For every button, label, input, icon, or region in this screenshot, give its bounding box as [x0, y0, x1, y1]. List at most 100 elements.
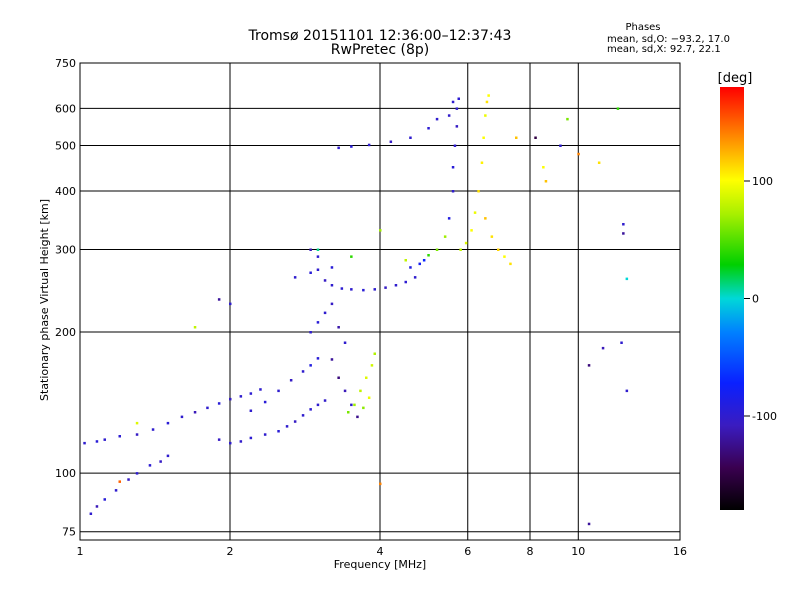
data-point [447, 217, 451, 220]
data-point [542, 166, 545, 169]
data-point [422, 259, 426, 262]
data-point [353, 403, 356, 407]
data-point [127, 478, 130, 481]
data-point [249, 392, 253, 395]
data-point [515, 136, 518, 139]
data-point [293, 420, 297, 423]
data-point [118, 480, 121, 483]
data-point [316, 255, 320, 258]
data-point [193, 326, 197, 329]
data-point [330, 358, 334, 361]
data-point [350, 288, 353, 291]
data-point [263, 433, 267, 436]
data-point [451, 166, 455, 169]
data-point [443, 235, 447, 238]
data-point [559, 144, 562, 147]
data-point [217, 298, 221, 301]
data-point [148, 464, 152, 467]
data-point [206, 406, 209, 410]
data-point [404, 280, 407, 284]
data-point [473, 211, 477, 214]
data-point [83, 441, 86, 445]
x-tick-label: 1 [77, 545, 84, 558]
data-point [259, 388, 262, 391]
data-point [151, 428, 155, 431]
data-point [620, 341, 623, 344]
data-point [316, 268, 320, 271]
data-point [509, 262, 512, 266]
data-point [484, 114, 487, 117]
data-point [622, 223, 625, 226]
data-point [616, 107, 620, 110]
x-tick-label: 10 [571, 545, 585, 558]
y-tick-label: 500 [55, 140, 76, 153]
data-point [404, 259, 407, 262]
colorbar [720, 87, 744, 510]
y-tick-label: 750 [55, 57, 76, 70]
data-point [503, 255, 506, 258]
data-point [337, 146, 340, 150]
colorbar-tick-label: -100 [752, 410, 777, 423]
data-point [455, 125, 459, 128]
data-point [544, 180, 548, 183]
data-point [367, 396, 371, 399]
data-point [337, 326, 340, 329]
data-point [384, 286, 387, 289]
data-point [337, 376, 340, 379]
data-point [490, 235, 494, 238]
y-axis-label: Stationary phase Virtual Height [km] [38, 199, 51, 401]
data-point [309, 364, 312, 367]
data-point [343, 341, 347, 344]
data-point [285, 425, 289, 428]
plot-frame [79, 62, 681, 541]
data-point [118, 435, 121, 438]
data-point [350, 255, 353, 258]
data-point [309, 408, 312, 411]
data-point [229, 302, 232, 306]
data-point [367, 143, 371, 147]
data-point [418, 262, 421, 266]
data-point [316, 403, 320, 407]
data-point [379, 482, 382, 486]
data-point [330, 266, 334, 269]
x-tick-label: 4 [377, 545, 384, 558]
data-point [487, 94, 490, 97]
data-point [435, 248, 439, 251]
data-point [239, 395, 243, 398]
data-point [373, 352, 376, 355]
data-point [95, 440, 99, 443]
data-point [309, 248, 312, 251]
data-point [166, 454, 170, 458]
y-tick-label: 300 [55, 244, 76, 257]
data-point [597, 161, 601, 164]
data-point [277, 430, 280, 433]
x-tick-label: 6 [464, 545, 471, 558]
data-point [577, 152, 580, 156]
data-point [362, 406, 365, 410]
data-point [114, 489, 118, 492]
x-tick-label: 2 [227, 545, 234, 558]
data-point [323, 311, 327, 315]
data-point [301, 370, 305, 373]
data-point [362, 288, 365, 292]
data-point [497, 248, 500, 251]
stats-heading: Phases [625, 22, 660, 33]
data-point [464, 241, 468, 245]
data-point [622, 232, 625, 235]
data-point [459, 248, 462, 251]
colorbar-label: [deg] [718, 71, 753, 86]
data-point [166, 421, 170, 425]
data-point [394, 284, 398, 287]
data-point [217, 402, 221, 405]
data-point [370, 364, 374, 367]
x-tick-label: 16 [673, 545, 687, 558]
data-point [330, 302, 334, 306]
chart-subtitle: RwPretec (8p) [331, 42, 429, 58]
data-point [455, 107, 459, 110]
x-axis-label: Frequency [MHz] [334, 558, 426, 571]
data-point [625, 277, 629, 281]
data-point [103, 438, 106, 441]
data-point [95, 505, 99, 508]
data-point [323, 399, 327, 402]
